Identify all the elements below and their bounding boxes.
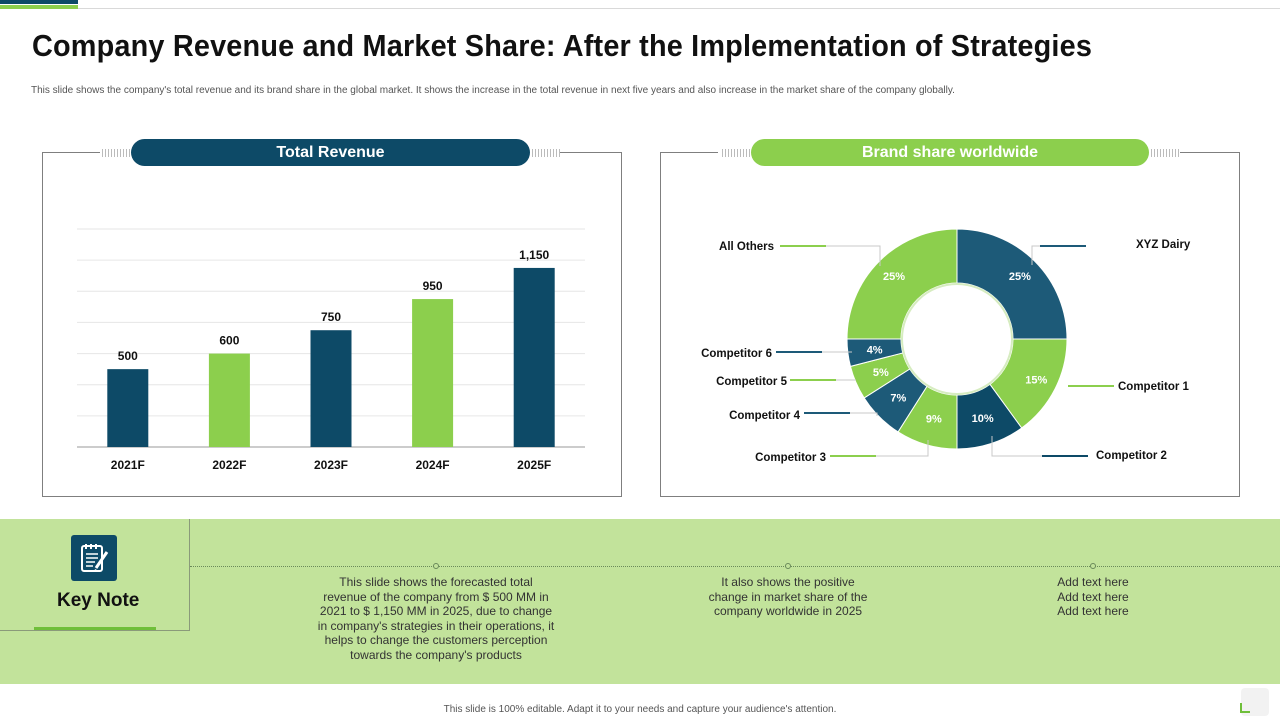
decor-ticks	[102, 149, 130, 157]
x-tick-label: 2024F	[416, 458, 450, 472]
slice-value-label: 25%	[883, 271, 905, 283]
keynote-text-1: This slide shows the forecasted total re…	[317, 575, 555, 662]
keynote-dot	[1090, 563, 1096, 569]
bar-value-label: 1,150	[519, 248, 549, 262]
corner-mark	[1240, 703, 1250, 713]
bar-value-label: 600	[219, 334, 239, 348]
decor-ticks	[722, 149, 750, 157]
leader-line	[1031, 245, 1086, 265]
bar	[513, 267, 555, 447]
slice-value-label: 25%	[1009, 271, 1031, 283]
bar	[412, 299, 454, 447]
slice-value-label: 4%	[867, 344, 883, 356]
slice-name-label: All Others	[719, 241, 774, 253]
keynote-dot	[785, 563, 791, 569]
keynote-text-3: Add text here Add text here Add text her…	[1057, 575, 1129, 618]
slice-name-label: Competitor 5	[716, 376, 788, 388]
page-subtitle: This slide shows the company's total rev…	[31, 85, 955, 96]
slice-value-label: 10%	[972, 413, 994, 425]
brand-chart-title: Brand share worldwide	[751, 139, 1149, 166]
keynote-box	[0, 519, 190, 631]
decor-ticks	[532, 149, 560, 157]
keynote-band	[0, 519, 1280, 684]
slice-value-label: 15%	[1025, 374, 1047, 386]
bar	[310, 330, 352, 447]
leader-line	[826, 245, 881, 266]
x-tick-label: 2021F	[111, 458, 145, 472]
keynote-dot	[433, 563, 439, 569]
footer-text: This slide is 100% editable. Adapt it to…	[443, 704, 837, 715]
bar-value-label: 500	[118, 349, 138, 363]
x-tick-label: 2022F	[212, 458, 246, 472]
x-tick-label: 2025F	[517, 458, 551, 472]
keynote-text-2: It also shows the positive change in mar…	[708, 575, 868, 618]
top-accent	[0, 0, 78, 9]
slice-name-label: Competitor 4	[729, 410, 801, 422]
keynote-underline	[34, 627, 156, 630]
slice-name-label: Competitor 1	[1118, 381, 1190, 393]
bar	[107, 369, 149, 447]
x-tick-label: 2023F	[314, 458, 348, 472]
bar-value-label: 950	[423, 279, 443, 293]
keynote-label: Key Note	[57, 590, 140, 611]
slice-value-label: 9%	[926, 414, 942, 426]
slice-name-label: Competitor 6	[701, 348, 772, 360]
bar	[208, 353, 250, 447]
revenue-chart-title: Total Revenue	[131, 139, 530, 166]
keynote-dotted-line	[190, 566, 1280, 567]
page-title: Company Revenue and Market Share: After …	[32, 28, 1093, 63]
slice-value-label: 5%	[873, 367, 889, 379]
slice-value-label: 7%	[890, 393, 906, 405]
notepad-pencil-icon	[71, 535, 117, 581]
slice-name-label: Competitor 3	[755, 452, 826, 464]
slice-name-label: XYZ Dairy	[1136, 239, 1191, 251]
leader-line	[850, 412, 878, 416]
top-divider	[78, 8, 1280, 9]
slice-name-label: Competitor 2	[1096, 450, 1167, 462]
decor-ticks	[1151, 149, 1179, 157]
bar-value-label: 750	[321, 310, 341, 324]
leader-line	[991, 436, 1088, 457]
donut-hole-ring	[901, 283, 1013, 395]
leader-line	[876, 440, 929, 457]
